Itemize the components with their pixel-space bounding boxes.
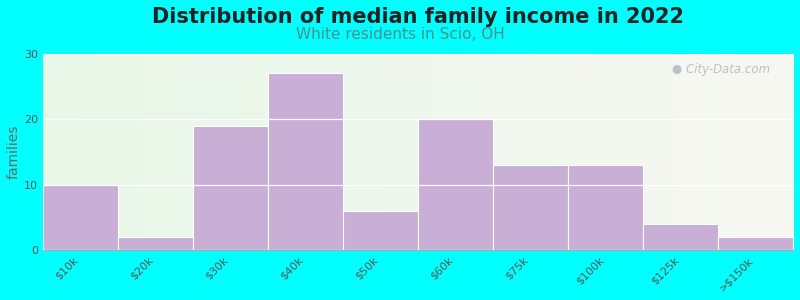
Bar bbox=[118, 237, 193, 250]
Bar bbox=[268, 73, 343, 250]
Bar bbox=[718, 237, 793, 250]
Bar bbox=[193, 126, 268, 250]
Text: White residents in Scio, OH: White residents in Scio, OH bbox=[296, 27, 504, 42]
Bar bbox=[343, 211, 418, 250]
Bar bbox=[42, 184, 118, 250]
Bar bbox=[643, 224, 718, 250]
Text: ● City-Data.com: ● City-Data.com bbox=[673, 63, 770, 76]
Bar bbox=[418, 119, 493, 250]
Title: Distribution of median family income in 2022: Distribution of median family income in … bbox=[152, 7, 684, 27]
Bar bbox=[493, 165, 568, 250]
Bar bbox=[568, 165, 643, 250]
Y-axis label: families: families bbox=[7, 125, 21, 179]
